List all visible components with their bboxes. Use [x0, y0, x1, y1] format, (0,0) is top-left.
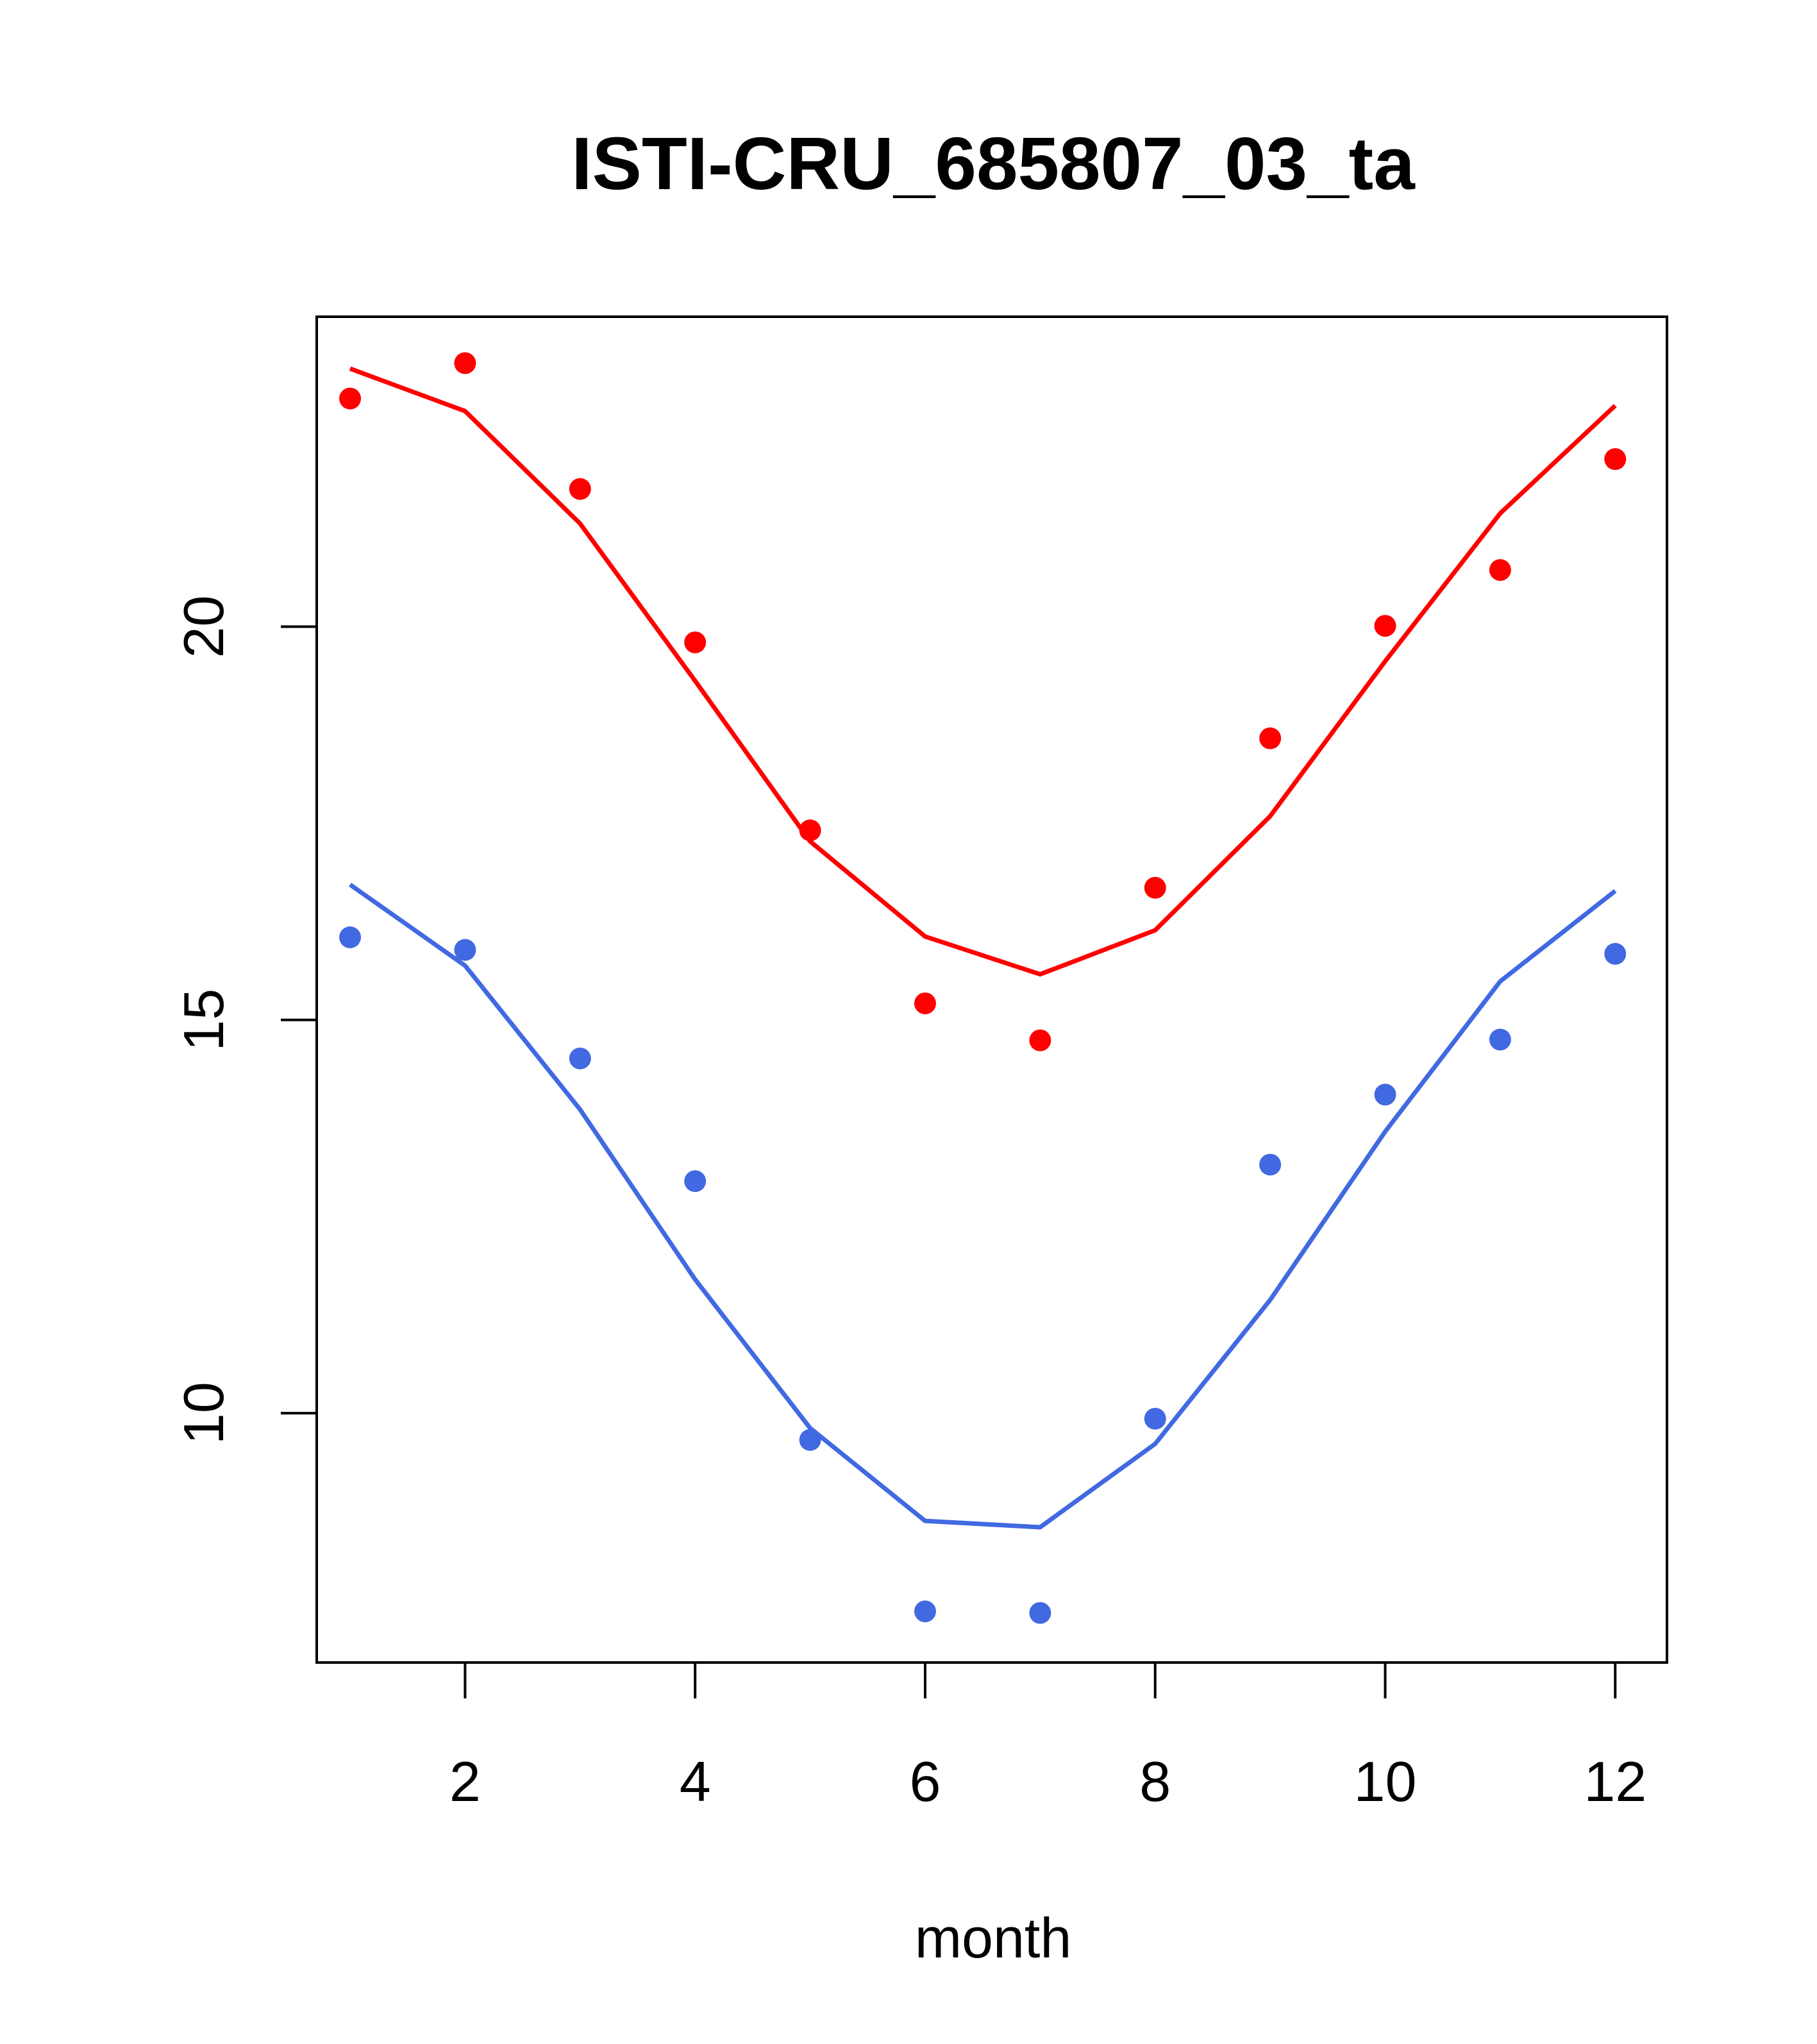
chart-title: ISTI-CRU_685807_03_ta [571, 122, 1416, 205]
series-2-point-7 [1029, 1602, 1051, 1624]
series-2-point-10 [1374, 1084, 1396, 1106]
series-layer [339, 352, 1627, 1624]
series-0-point-12 [1604, 448, 1627, 471]
x-tick-label-4: 4 [680, 1750, 711, 1813]
y-tick-label-20: 20 [172, 595, 235, 658]
series-0 [339, 352, 1627, 1051]
series-2 [339, 926, 1627, 1624]
x-tick-label-12: 12 [1584, 1750, 1646, 1813]
series-0-point-2 [454, 352, 476, 374]
series-1-line [349, 882, 1617, 1530]
series-0-point-6 [914, 992, 936, 1014]
series-2-point-11 [1489, 1028, 1511, 1051]
x-axis: 2 4 6 8 10 12 [449, 1663, 1646, 1813]
series-0-point-4 [684, 631, 707, 653]
series-2-point-2 [454, 939, 476, 961]
series-2-point-8 [1144, 1407, 1166, 1430]
series-0-point-11 [1489, 559, 1511, 582]
series-2-point-1 [339, 926, 362, 948]
series-0-point-1 [339, 387, 362, 410]
series-1 [349, 882, 1617, 1530]
x-tick-label-2: 2 [449, 1750, 481, 1813]
series-0-point-5 [799, 819, 821, 842]
series-2-point-5 [799, 1428, 821, 1451]
plot-frame [315, 315, 1668, 1664]
series-0-point-8 [1144, 876, 1166, 899]
x-tick-label-6: 6 [909, 1750, 941, 1813]
series-2-point-12 [1604, 942, 1627, 965]
series-0-point-10 [1374, 615, 1396, 637]
y-tick-label-15: 15 [172, 989, 235, 1051]
x-tick-label-8: 8 [1139, 1750, 1171, 1813]
series-2-point-6 [914, 1600, 936, 1623]
series-2-point-3 [569, 1047, 591, 1069]
series-0-point-7 [1029, 1029, 1051, 1051]
series-0-point-3 [569, 478, 591, 500]
y-axis: 10 15 20 [172, 595, 317, 1445]
x-axis-label: month [915, 1906, 1072, 1970]
y-tick-label-10: 10 [172, 1382, 235, 1445]
series-2-point-4 [684, 1170, 707, 1193]
x-tick-label-10: 10 [1354, 1750, 1417, 1813]
series-2-point-9 [1259, 1153, 1282, 1176]
series-0-point-9 [1259, 727, 1282, 750]
series-0-line [349, 366, 1617, 977]
